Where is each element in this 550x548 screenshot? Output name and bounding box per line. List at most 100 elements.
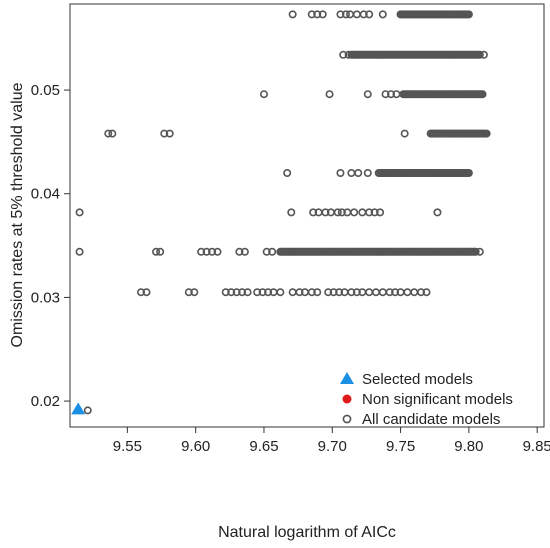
candidate-model-point	[350, 208, 359, 217]
candidate-model-point	[479, 50, 488, 59]
y-axis: 0.02 0.03 0.04 0.05	[31, 82, 70, 410]
candidate-model-point	[243, 288, 252, 297]
candidate-model-point	[378, 10, 387, 19]
y-tick-label: 0.02	[31, 393, 60, 410]
candidate-model-point	[190, 288, 199, 297]
candidate-model-point	[358, 208, 367, 217]
candidate-model-point	[471, 247, 480, 256]
candidate-model-point	[232, 288, 241, 297]
candidate-model-point	[240, 247, 249, 256]
candidate-model-point	[221, 288, 230, 297]
y-tick-label: 0.03	[31, 289, 60, 306]
candidate-model-point	[478, 90, 487, 99]
x-axis-title: Natural logarithm of AICc	[218, 524, 396, 541]
candidate-model-point	[482, 129, 491, 138]
candidate-model-point	[433, 208, 442, 217]
candidate-model-point	[287, 208, 296, 217]
candidate-model-point	[391, 288, 400, 297]
candidate-model-point	[344, 50, 353, 59]
candidate-model-point	[335, 288, 344, 297]
candidate-model-point	[403, 288, 412, 297]
candidate-model-point	[365, 288, 374, 297]
candidate-model-point	[238, 288, 247, 297]
candidate-model-point	[208, 247, 217, 256]
selected-model-point	[71, 402, 86, 415]
candidate-model-point	[83, 406, 92, 415]
candidate-model-point	[347, 168, 356, 177]
legend-label: Non significant models	[362, 391, 513, 408]
candidate-model-point	[137, 288, 146, 297]
candidate-model-point	[363, 90, 372, 99]
legend-label: All candidate models	[362, 411, 500, 428]
x-tick-label: 9.60	[181, 438, 210, 455]
candidate-model-point	[318, 10, 327, 19]
candidate-model-point	[197, 247, 206, 256]
candidate-model-point	[371, 288, 380, 297]
candidate-model-point	[337, 208, 346, 217]
legend-open-circle-icon	[342, 414, 352, 424]
candidate-model-point	[202, 247, 211, 256]
candidate-model-point	[381, 90, 390, 99]
candidate-model-point	[347, 288, 356, 297]
candidate-model-point	[385, 288, 394, 297]
candidate-model-point	[104, 129, 113, 138]
candidate-model-point	[108, 129, 117, 138]
legend-filled-circle-icon	[342, 394, 352, 404]
candidate-model-point	[295, 288, 304, 297]
candidate-model-point	[359, 10, 368, 19]
candidate-model-point	[475, 247, 484, 256]
candidate-model-point	[253, 288, 262, 297]
legend-label: Selected models	[362, 371, 473, 388]
y-tick-label: 0.04	[31, 186, 60, 203]
candidate-model-point	[288, 288, 297, 297]
candidate-model-point	[365, 10, 374, 19]
candidate-model-point	[75, 247, 84, 256]
candidate-model-point	[264, 288, 273, 297]
candidate-model-point	[336, 168, 345, 177]
y-axis-title: Omission rates at 5% threshold value	[9, 82, 26, 347]
candidate-model-point	[336, 10, 345, 19]
candidate-model-point	[417, 288, 426, 297]
x-tick-label: 9.75	[386, 438, 415, 455]
plot-frame	[69, 3, 545, 428]
candidate-model-point	[156, 247, 165, 256]
candidate-model-point	[307, 10, 316, 19]
candidate-model-point	[325, 90, 334, 99]
candidate-model-point	[313, 10, 322, 19]
candidate-model-point	[352, 10, 361, 19]
candidate-model-point	[363, 168, 372, 177]
legend-triangle-icon	[340, 372, 354, 384]
candidate-model-point	[329, 288, 338, 297]
candidate-model-point	[165, 129, 174, 138]
candidate-model-point	[276, 288, 285, 297]
candidate-model-point	[288, 10, 297, 19]
candidate-model-point	[142, 288, 151, 297]
candidate-model-point	[213, 247, 222, 256]
candidate-model-point	[258, 288, 267, 297]
candidate-model-point	[324, 288, 333, 297]
candidate-model-point	[365, 208, 374, 217]
candidate-model-point	[283, 168, 292, 177]
candidate-model-point	[475, 50, 484, 59]
candidate-model-point	[262, 247, 271, 256]
candidate-model-point	[75, 208, 84, 217]
y-tick-label: 0.05	[31, 82, 60, 99]
candidate-model-point	[307, 288, 316, 297]
candidate-model-point	[387, 90, 396, 99]
candidate-model-point	[464, 10, 473, 19]
candidate-model-point	[259, 90, 268, 99]
candidate-model-point	[341, 10, 350, 19]
x-tick-label: 9.70	[318, 438, 347, 455]
x-tick-label: 9.80	[454, 438, 483, 455]
x-tick-label: 9.55	[113, 438, 142, 455]
candidate-model-point	[321, 208, 330, 217]
candidate-model-point	[352, 288, 361, 297]
data-points	[71, 10, 491, 415]
candidate-model-point	[376, 208, 385, 217]
candidate-model-point	[268, 247, 277, 256]
candidate-model-point	[378, 288, 387, 297]
candidate-model-point	[410, 288, 419, 297]
candidate-model-point	[370, 208, 379, 217]
candidate-model-point	[152, 247, 161, 256]
